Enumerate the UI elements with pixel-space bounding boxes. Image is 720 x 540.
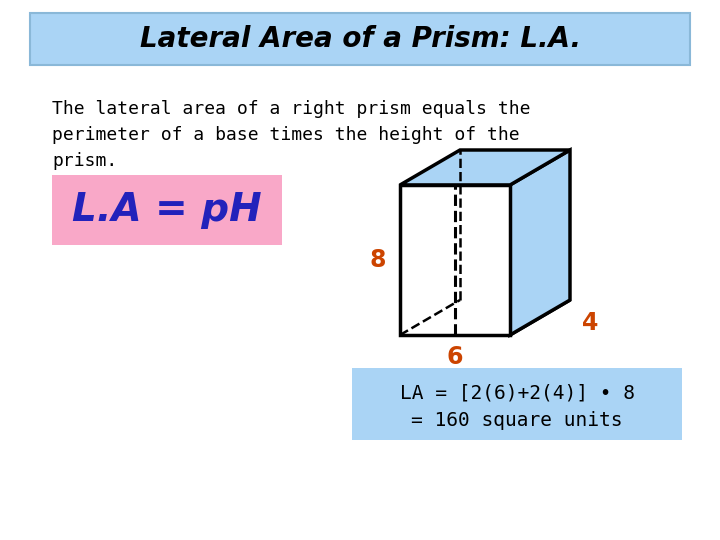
Text: 6: 6 (446, 345, 463, 369)
Text: prism.: prism. (52, 152, 117, 170)
FancyBboxPatch shape (52, 175, 282, 245)
Text: 4: 4 (582, 310, 598, 334)
FancyBboxPatch shape (30, 13, 690, 65)
Polygon shape (510, 150, 570, 335)
Text: = 160 square units: = 160 square units (411, 410, 623, 429)
Text: 8: 8 (370, 248, 386, 272)
Polygon shape (400, 185, 510, 335)
Text: Lateral Area of a Prism: L.A.: Lateral Area of a Prism: L.A. (140, 25, 580, 53)
Text: L.A = pH: L.A = pH (72, 191, 262, 229)
Polygon shape (400, 150, 570, 185)
Text: LA = [2(6)+2(4)] • 8: LA = [2(6)+2(4)] • 8 (400, 383, 634, 402)
Text: The lateral area of a right prism equals the: The lateral area of a right prism equals… (52, 100, 531, 118)
Text: perimeter of a base times the height of the: perimeter of a base times the height of … (52, 126, 520, 144)
FancyBboxPatch shape (352, 368, 682, 440)
Polygon shape (400, 300, 570, 335)
